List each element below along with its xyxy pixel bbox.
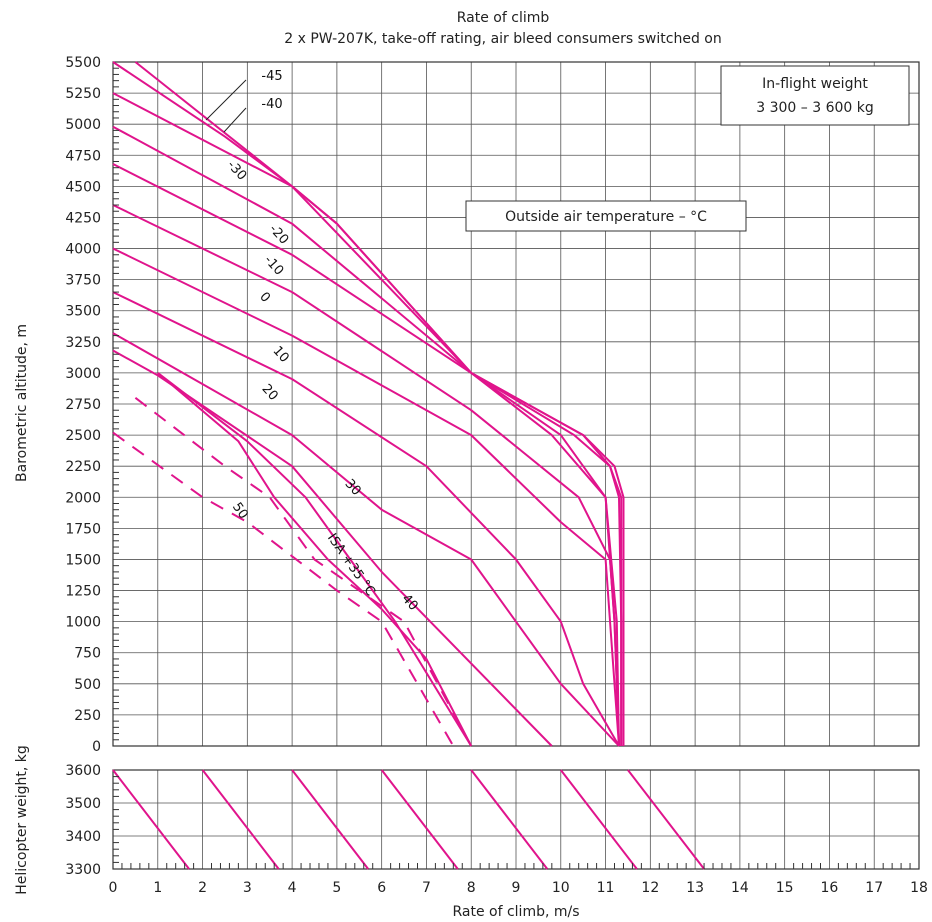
x-tick-label: 16 <box>821 880 839 896</box>
weight-box-line1: In-flight weight <box>762 76 868 92</box>
x-tick-label: 7 <box>422 880 431 896</box>
series-line <box>157 372 473 747</box>
weight-series-line <box>470 769 549 870</box>
series-line <box>112 61 623 746</box>
x-tick-label: 11 <box>597 880 615 896</box>
weight-plot-frame <box>112 769 920 870</box>
y-tick-label: 750 <box>74 646 101 662</box>
weight-series-line <box>201 769 280 870</box>
weight-series-line <box>560 769 638 870</box>
x-tick-label: 17 <box>865 880 883 896</box>
x-tick-label: 15 <box>776 880 794 896</box>
series-label: 0 <box>256 290 273 306</box>
x-tick-label: 13 <box>686 880 704 896</box>
weight-grid <box>112 769 920 870</box>
weight-series-line <box>380 769 459 870</box>
series-label: -45 <box>261 69 282 84</box>
leader-line <box>205 79 247 121</box>
y-tick-label: 3500 <box>65 796 101 812</box>
oat-box-label: Outside air temperature – °C <box>505 209 707 225</box>
chart-subtitle: 2 x PW-207K, take-off rating, air bleed … <box>284 31 721 47</box>
y-tick-label: 3400 <box>65 829 101 845</box>
y-tick-label: 250 <box>74 708 101 724</box>
y-tick-label: 5500 <box>65 55 101 71</box>
y-tick-label: 2500 <box>65 428 101 444</box>
x-tick-label: 14 <box>731 880 749 896</box>
x-tick-label: 12 <box>641 880 659 896</box>
y-tick-label: 1000 <box>65 615 101 631</box>
x-tick-label: 6 <box>377 880 386 896</box>
y-tick-label: 4500 <box>65 179 101 195</box>
series-line <box>112 431 455 747</box>
weight-series-line <box>627 769 705 870</box>
x-tick-label: 5 <box>332 880 341 896</box>
series-line <box>112 92 623 746</box>
y-tick-label: 4750 <box>65 148 101 164</box>
series-line <box>112 332 620 747</box>
weight-legend-box: In-flight weight 3 300 – 3 600 kg <box>720 65 910 126</box>
x-tick-label: 10 <box>552 880 570 896</box>
y-tick-label: 3000 <box>65 366 101 382</box>
x-tick-label: 4 <box>288 880 297 896</box>
weight-series-line <box>112 769 190 870</box>
series-line <box>134 397 473 747</box>
weight-box-line2: 3 300 – 3 600 kg <box>756 100 874 116</box>
y-tick-label: 4250 <box>65 210 101 226</box>
y-tick-label: 3250 <box>65 335 101 351</box>
x-axis-title: Rate of climb, m/s <box>452 904 579 920</box>
x-tick-label: 9 <box>512 880 521 896</box>
x-tick-label: 8 <box>467 880 476 896</box>
series-line <box>112 349 553 747</box>
y-tick-label: 5000 <box>65 117 101 133</box>
y-tick-label: 3300 <box>65 862 101 878</box>
oat-legend-box: Outside air temperature – °C <box>465 200 747 232</box>
y-tick-label: 3750 <box>65 273 101 289</box>
series-line <box>112 204 620 747</box>
y-tick-label: 5250 <box>65 86 101 102</box>
y-axis-title-altitude: Barometric altitude, m <box>14 324 30 482</box>
series-label: -10 <box>261 253 286 279</box>
y-tick-label: 2000 <box>65 490 101 506</box>
series-label: 40 <box>398 591 420 613</box>
weight-series-group <box>112 769 705 870</box>
y-tick-label: 1750 <box>65 521 101 537</box>
leader-line <box>223 107 247 133</box>
y-tick-label: 4000 <box>65 242 101 258</box>
y-tick-label: 1250 <box>65 584 101 600</box>
y-tick-label: 3500 <box>65 304 101 320</box>
series-line <box>157 372 473 747</box>
altitude-grid <box>112 61 920 747</box>
series-line <box>112 125 620 747</box>
y-tick-label: 3600 <box>65 763 101 779</box>
y-tick-label: 0 <box>92 739 101 755</box>
x-tick-label: 18 <box>910 880 928 896</box>
altitude-series-group <box>112 61 625 747</box>
x-tick-label: 0 <box>109 880 118 896</box>
series-label: 20 <box>258 381 280 403</box>
series-label: 10 <box>269 343 291 365</box>
x-tick-label: 3 <box>243 880 252 896</box>
series-label: -40 <box>261 97 282 112</box>
axis-ticks: 0 1 2 3 4 5 6 7 8 9 10 11 12 13 14 15 16 17 18025050075010… <box>65 55 928 896</box>
series-line <box>112 247 620 747</box>
x-tick-label: 1 <box>153 880 162 896</box>
series-label: ISA +35 °C <box>324 531 378 599</box>
chart-title: Rate of climb <box>457 10 550 26</box>
y-tick-label: 1500 <box>65 552 101 568</box>
x-tick-label: 2 <box>198 880 207 896</box>
y-axis-title-weight: Helicopter weight, kg <box>14 745 30 894</box>
y-tick-label: 500 <box>74 677 101 693</box>
altitude-plot-frame <box>112 61 920 747</box>
weight-series-line <box>291 769 369 870</box>
y-tick-label: 2250 <box>65 459 101 475</box>
y-tick-label: 2750 <box>65 397 101 413</box>
series-line <box>112 291 620 747</box>
